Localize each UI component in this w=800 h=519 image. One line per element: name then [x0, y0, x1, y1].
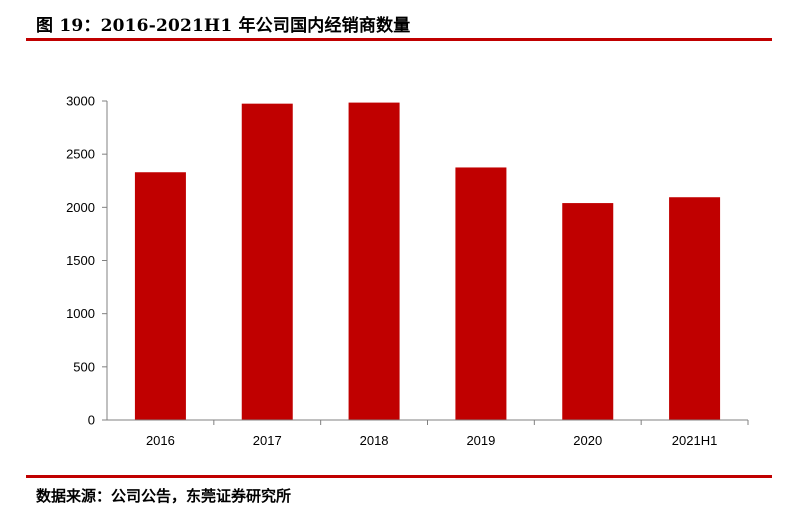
y-tick-label: 1500 [66, 253, 95, 268]
y-tick-label: 2000 [66, 200, 95, 215]
y-tick-label: 2500 [66, 147, 95, 162]
x-tick-label: 2018 [360, 433, 389, 448]
bars-group [134, 102, 721, 421]
x-tick-label: 2021H1 [672, 433, 718, 448]
y-tick-label: 500 [73, 359, 95, 374]
footer-divider [26, 475, 772, 478]
x-tick-label: 2017 [253, 433, 282, 448]
source-note: 数据来源：公司公告，东莞证券研究所 [36, 487, 292, 505]
bar-2016 [134, 172, 186, 420]
bar-2019 [455, 167, 507, 420]
figure-title: 图 19：2016-2021H1 年公司国内经销商数量 [36, 16, 411, 36]
x-tick-label: 2020 [573, 433, 602, 448]
y-tick-label: 3000 [66, 94, 95, 109]
title-divider [26, 38, 772, 41]
x-axis-labels: 2016 2017 2018 2019 2020 2021H1 [146, 420, 749, 448]
y-axis-ticks: 0 500 1000 1500 2000 2500 3000 [66, 94, 107, 428]
y-tick-label: 1000 [66, 306, 95, 321]
bar-2018 [348, 102, 400, 420]
bar-2020 [562, 203, 614, 420]
bar-2021H1 [669, 197, 721, 420]
y-tick-label: 0 [88, 413, 95, 428]
x-tick-label: 2016 [146, 433, 175, 448]
bar-2017 [241, 103, 293, 421]
x-tick-label: 2019 [466, 433, 495, 448]
